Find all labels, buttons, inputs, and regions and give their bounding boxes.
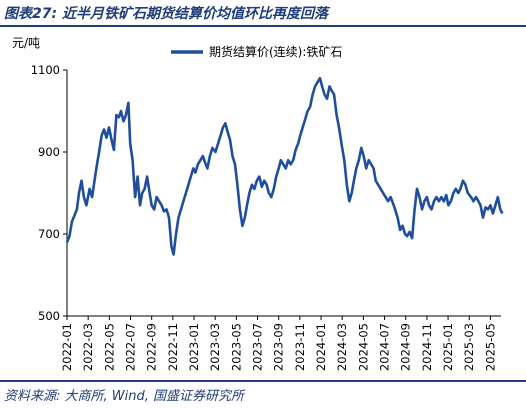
x-tick-label: 2024-03	[335, 323, 349, 371]
x-tick-label: 2025-05	[483, 323, 497, 371]
x-tick-label: 2022-01	[60, 323, 74, 371]
x-tick-label: 2024-07	[378, 323, 392, 371]
x-tick-label: 2024-09	[399, 323, 413, 371]
top-rule	[0, 25, 526, 27]
y-tick-label: 900	[38, 145, 60, 159]
y-tick-label: 500	[38, 309, 60, 323]
x-tick-label: 2025-03	[462, 323, 476, 371]
x-axis: 2022-01 2022-03 2022-05 2022-07 2022-09 2022-…	[60, 315, 501, 371]
bottom-rule	[0, 380, 526, 382]
x-tick-label: 2023-03	[208, 323, 222, 371]
y-tick-label: 1100	[31, 63, 60, 77]
x-tick-label: 2024-01	[314, 323, 328, 371]
x-tick-label: 2023-01	[187, 323, 201, 371]
source-note: 资料来源: 大商所, Wind, 国盛证券研究所	[4, 389, 244, 404]
legend-label: 期货结算价(连续):铁矿石	[209, 44, 342, 59]
x-tick-label: 2023-05	[229, 323, 243, 371]
x-tick-label: 2022-09	[145, 323, 159, 371]
x-tick-label: 2024-05	[356, 323, 370, 371]
y-axis: 500 700 900 1100	[31, 63, 68, 323]
x-tick-label: 2022-07	[124, 323, 138, 371]
x-tick-label: 2025-01	[441, 323, 455, 371]
chart-title: 图表27: 近半月铁矿石期货结算价均值环比再度回落	[4, 6, 328, 22]
x-tick-label: 2023-09	[272, 323, 286, 371]
x-tick-label: 2022-11	[166, 323, 180, 371]
legend: 期货结算价(连续):铁矿石	[171, 44, 342, 59]
x-tick-label: 2024-11	[420, 323, 434, 371]
series-layer	[65, 76, 504, 256]
x-tick-label: 2023-07	[251, 323, 265, 371]
y-axis-unit-label: 元/吨	[12, 36, 40, 50]
series-line-iron-ore-futures	[65, 76, 504, 256]
x-tick-label: 2022-05	[102, 323, 116, 371]
x-tick-label: 2022-03	[81, 323, 95, 371]
y-tick-label: 700	[38, 227, 60, 241]
x-tick-label: 2023-11	[293, 323, 307, 371]
